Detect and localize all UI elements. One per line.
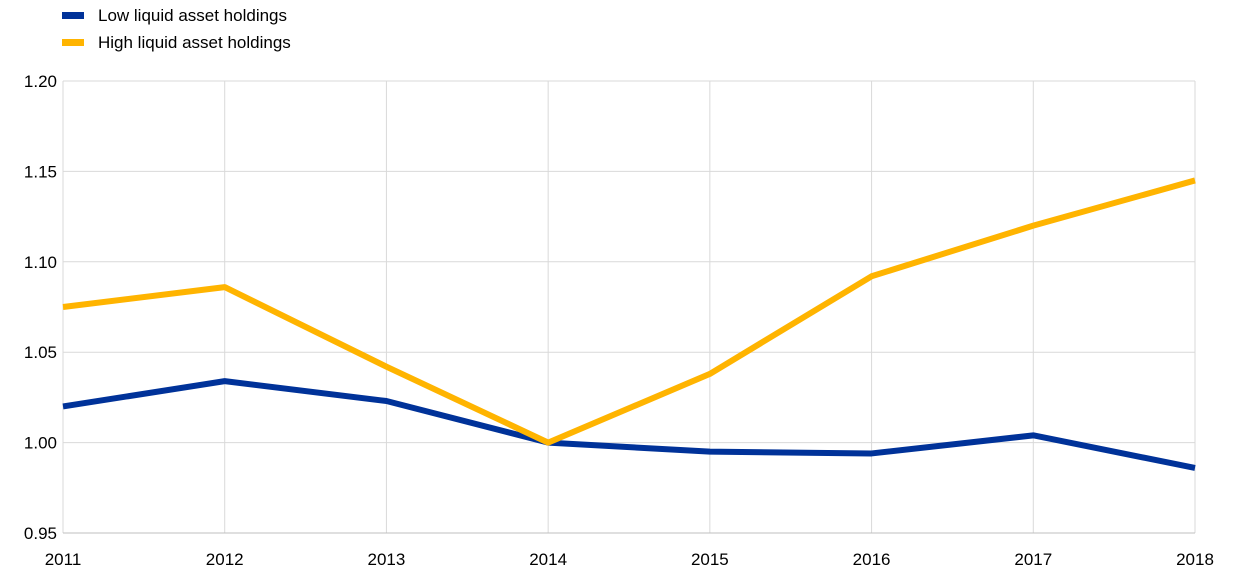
legend-label: High liquid asset holdings [98, 33, 291, 52]
x-tick-label: 2012 [206, 550, 244, 569]
y-tick-label: 0.95 [24, 524, 57, 543]
y-tick-label: 1.05 [24, 343, 57, 362]
x-tick-label: 2015 [691, 550, 729, 569]
y-tick-label: 1.15 [24, 162, 57, 181]
legend-swatch [62, 12, 84, 19]
legend-label: Low liquid asset holdings [98, 6, 287, 25]
y-tick-label: 1.00 [24, 434, 57, 453]
series-line-1 [62, 177, 1196, 446]
y-tick-label: 1.10 [24, 253, 57, 272]
x-tick-label: 2013 [368, 550, 406, 569]
x-tick-label: 2011 [45, 550, 82, 569]
x-tick-label: 2014 [529, 550, 567, 569]
legend-swatch [62, 39, 84, 46]
y-tick-label: 1.20 [24, 72, 57, 91]
x-tick-label: 2017 [1014, 550, 1052, 569]
series-line-0 [62, 378, 1196, 471]
x-tick-label: 2016 [853, 550, 891, 569]
x-tick-label: 2018 [1176, 550, 1214, 569]
